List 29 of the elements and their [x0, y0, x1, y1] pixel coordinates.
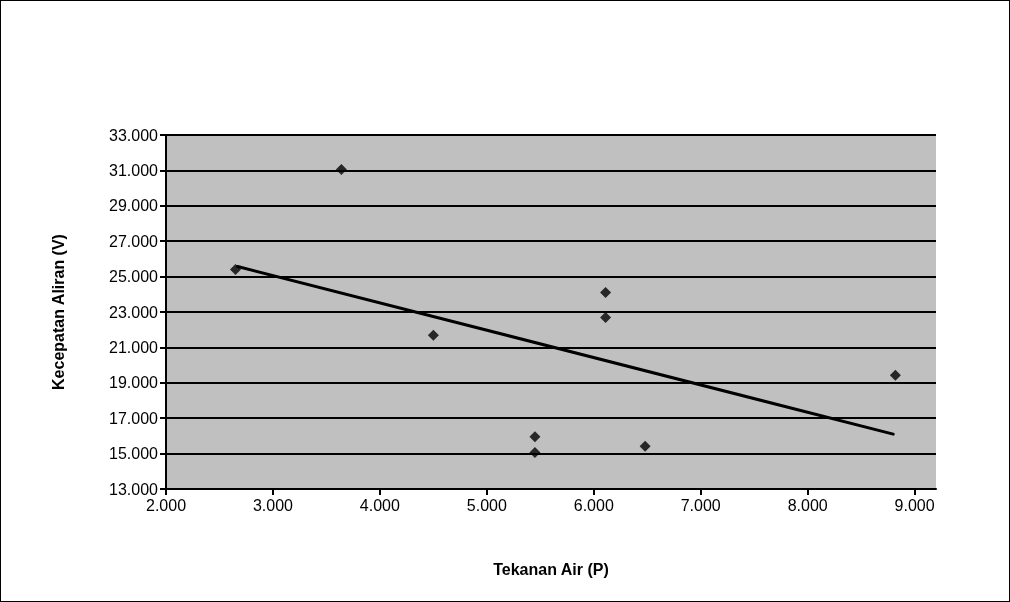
x-tick-label: 5.000	[466, 496, 507, 514]
x-tick-label: 7.000	[680, 496, 721, 514]
y-tick-label: 33.000	[109, 126, 159, 144]
point	[600, 287, 612, 299]
point	[335, 164, 347, 176]
x-tick-label: 8.000	[787, 496, 828, 514]
point	[529, 431, 541, 443]
x-tick-label: 4.000	[359, 496, 401, 514]
x-tick-label: 3.000	[252, 496, 294, 514]
y-tick-label: 13.000	[109, 480, 159, 498]
x-tick-label: 6.000	[573, 496, 614, 514]
y-tick-label: 23.000	[109, 303, 159, 321]
point	[639, 440, 651, 452]
point	[427, 329, 439, 341]
y-tick-label: 29.000	[109, 197, 159, 215]
y-tick-label: 19.000	[109, 374, 159, 392]
point	[230, 264, 242, 276]
y-tick-label: 21.000	[109, 338, 159, 356]
y-axis-title: Kecepatan Aliran (V)	[49, 234, 67, 390]
y-tick-label: 27.000	[109, 232, 159, 250]
y-tick-label: 25.000	[109, 268, 159, 286]
point	[889, 369, 901, 381]
y-tick-label: 31.000	[109, 161, 159, 179]
x-tick-label: 9.000	[894, 496, 935, 514]
y-tick-label: 15.000	[109, 445, 159, 463]
x-tick-label: 2.000	[145, 496, 187, 514]
y-tick-label: 17.000	[109, 409, 159, 427]
x-axis-title: Tekanan Air (P)	[493, 560, 609, 578]
point	[529, 447, 541, 459]
